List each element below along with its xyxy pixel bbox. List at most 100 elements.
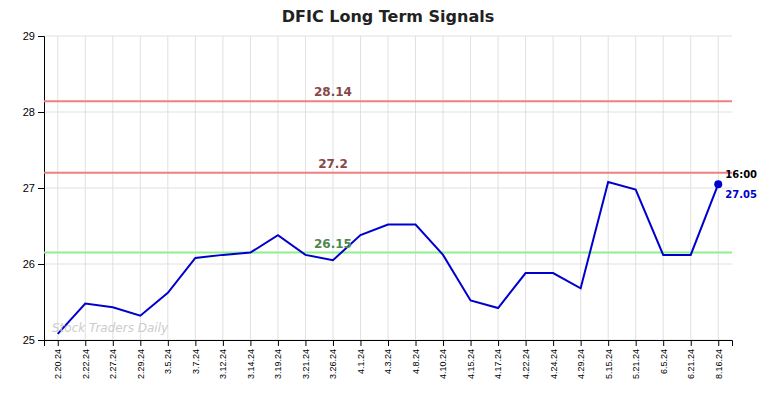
x-tick-mark [718,340,719,346]
x-tick-label: 6.5.24 [659,349,669,374]
y-tick-label: 27 [23,182,35,194]
grid-line [360,36,361,340]
x-tick-label: 5.15.24 [604,349,614,379]
x-tick: 2.29.24 [136,340,146,379]
x-tick-mark [168,340,169,346]
x-tick-mark [333,340,334,346]
x-tick: 2.27.24 [108,340,118,379]
x-tick-mark [140,340,141,346]
reference-line [44,172,732,174]
grid-line [663,36,664,340]
y-tick-label: 28 [23,106,35,118]
x-tick-label: 3.7.24 [191,349,201,374]
x-tick: 4.8.24 [411,340,421,374]
x-tick-mark [416,340,417,346]
marks [44,101,732,334]
x-tick-label: 4.1.24 [356,349,366,374]
x-tick-label: 2.29.24 [136,349,146,379]
x-tick: 4.22.24 [521,340,531,379]
data-line [58,182,718,334]
reference-line [44,100,732,102]
y-tick-label: 26 [23,258,35,270]
plot-area: 25262728292.20.242.22.242.27.242.29.243.… [23,30,757,379]
title: DFIC Long Term Signals [282,7,495,26]
x-tick-mark [195,340,196,346]
x-tick: 5.21.24 [631,340,641,379]
y-tick-mark [38,36,44,37]
x-tick: 3.5.24 [163,340,173,374]
x-tick-label: 4.3.24 [383,349,393,374]
x-tick-label: 4.24.24 [549,349,559,379]
x-axis-line [45,341,733,347]
reference-label: 28.14 [314,85,352,99]
x-tick: 5.15.24 [604,340,614,379]
x-tick-label: 5.21.24 [631,349,641,379]
x-tick-label: 4.10.24 [438,349,448,379]
y-tick-mark [38,188,44,189]
x-tick-mark [608,340,609,346]
grid-line [635,36,636,340]
texts: Stock Traders Daily28.1427.226.1516:0027… [52,85,757,335]
x-tick-label: 6.21.24 [686,349,696,379]
reference-line [44,252,732,254]
grid-line [140,36,141,340]
x-tick-mark [443,340,444,346]
x-tick-mark [498,340,499,346]
x-tick-mark [553,340,554,346]
grid-line [498,36,499,340]
annotation-time: 16:00 [725,169,757,180]
y-tick: 26 [23,258,44,270]
grid-line [608,36,609,340]
x-tick: 3.14.24 [246,340,256,379]
x-tick-label: 2.27.24 [108,349,118,379]
x-tick-mark [581,340,582,346]
grid-line [388,36,389,340]
x-tick-label: 3.21.24 [301,349,311,379]
grid-line [580,36,581,340]
x-tick-mark [663,340,664,346]
x-tick: 4.15.24 [466,340,476,379]
x-tick-label: 4.8.24 [411,349,421,374]
y-tick-mark [38,340,44,341]
x-tick-label: 4.15.24 [466,349,476,379]
x-tick-mark [305,340,306,346]
y-tick: 25 [23,334,44,346]
x-tick-mark [360,340,361,346]
x-tick-label: 4.29.24 [576,349,586,379]
grid [44,36,732,340]
y-tick-mark [38,264,44,265]
y-tick-label: 25 [23,334,35,346]
chart: DFIC Long Term Signals 25 26 27 28 29 2.20.24 2… [0,0,784,398]
x-tick: 4.1.24 [356,340,366,374]
grid-line [112,36,113,340]
y-tick-label: 29 [23,30,35,42]
grid-line [470,36,471,340]
grid-line [57,36,58,340]
grid-line [415,36,416,340]
x-tick-label: 3.26.24 [328,349,338,379]
grid-line [553,36,554,340]
x-tick: 3.26.24 [328,340,338,379]
x-tick-mark [388,340,389,346]
x-tick: 4.29.24 [576,340,586,379]
x-tick: 6.21.24 [686,340,696,379]
x-axis: 2.20.242.22.242.27.242.29.243.5.243.7.24… [45,340,733,379]
x-tick-mark [113,340,114,346]
grid-line [332,36,333,340]
x-tick-mark [526,340,527,346]
y-axis-line [38,37,45,341]
x-tick-mark [58,340,59,346]
x-tick: 8.16.24 [714,340,724,379]
grid-line [222,36,223,340]
x-tick-mark [223,340,224,346]
grid-line [195,36,196,340]
y-axis: 25 26 27 28 29 [23,30,45,346]
x-tick: 6.5.24 [659,340,669,374]
grid-line [690,36,691,340]
grid-line [277,36,278,340]
x-tick-label: 2.20.24 [53,349,63,379]
reference-label: 26.15 [314,237,352,251]
x-tick-label: 3.19.24 [273,349,283,379]
x-tick-label: 3.12.24 [218,349,228,379]
grid-line [85,36,86,340]
